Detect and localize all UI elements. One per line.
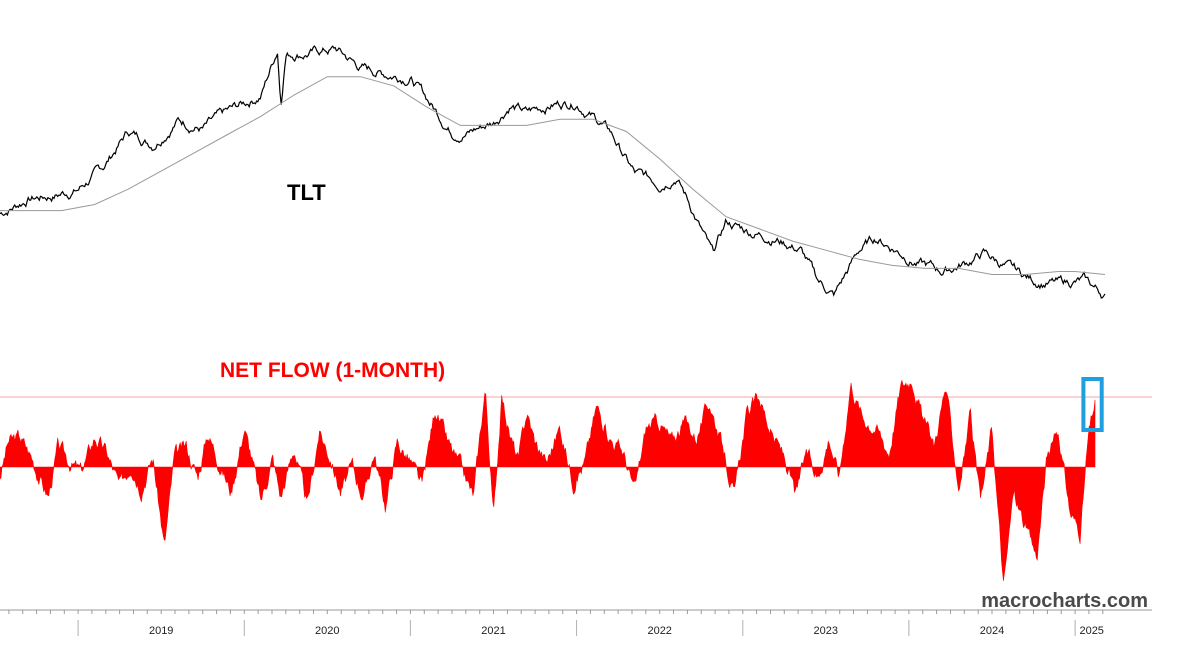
x-tick-label: 2020	[315, 625, 339, 637]
x-axis: 2019 2020 2021 2022 2023 2024 2025	[0, 609, 1152, 637]
tlt-label: TLT	[287, 180, 326, 205]
tlt-moving-average-line	[0, 76, 1106, 275]
net-flow-panel	[0, 380, 1152, 581]
x-tick-label: 2021	[481, 625, 505, 637]
tlt-panel	[0, 45, 1106, 299]
net-flow-area	[0, 380, 1096, 581]
net-flow-label: NET FLOW (1-MONTH)	[220, 359, 445, 382]
x-tick-label: 2025	[1079, 625, 1103, 637]
x-tick-label: 2022	[647, 625, 671, 637]
watermark-text: macrocharts.com	[981, 590, 1148, 612]
x-tick-label: 2024	[980, 625, 1004, 637]
tlt-price-line	[0, 45, 1106, 299]
x-tick-label: 2023	[814, 625, 838, 637]
x-tick-label: 2019	[149, 625, 173, 637]
highlight-box	[1081, 377, 1104, 432]
